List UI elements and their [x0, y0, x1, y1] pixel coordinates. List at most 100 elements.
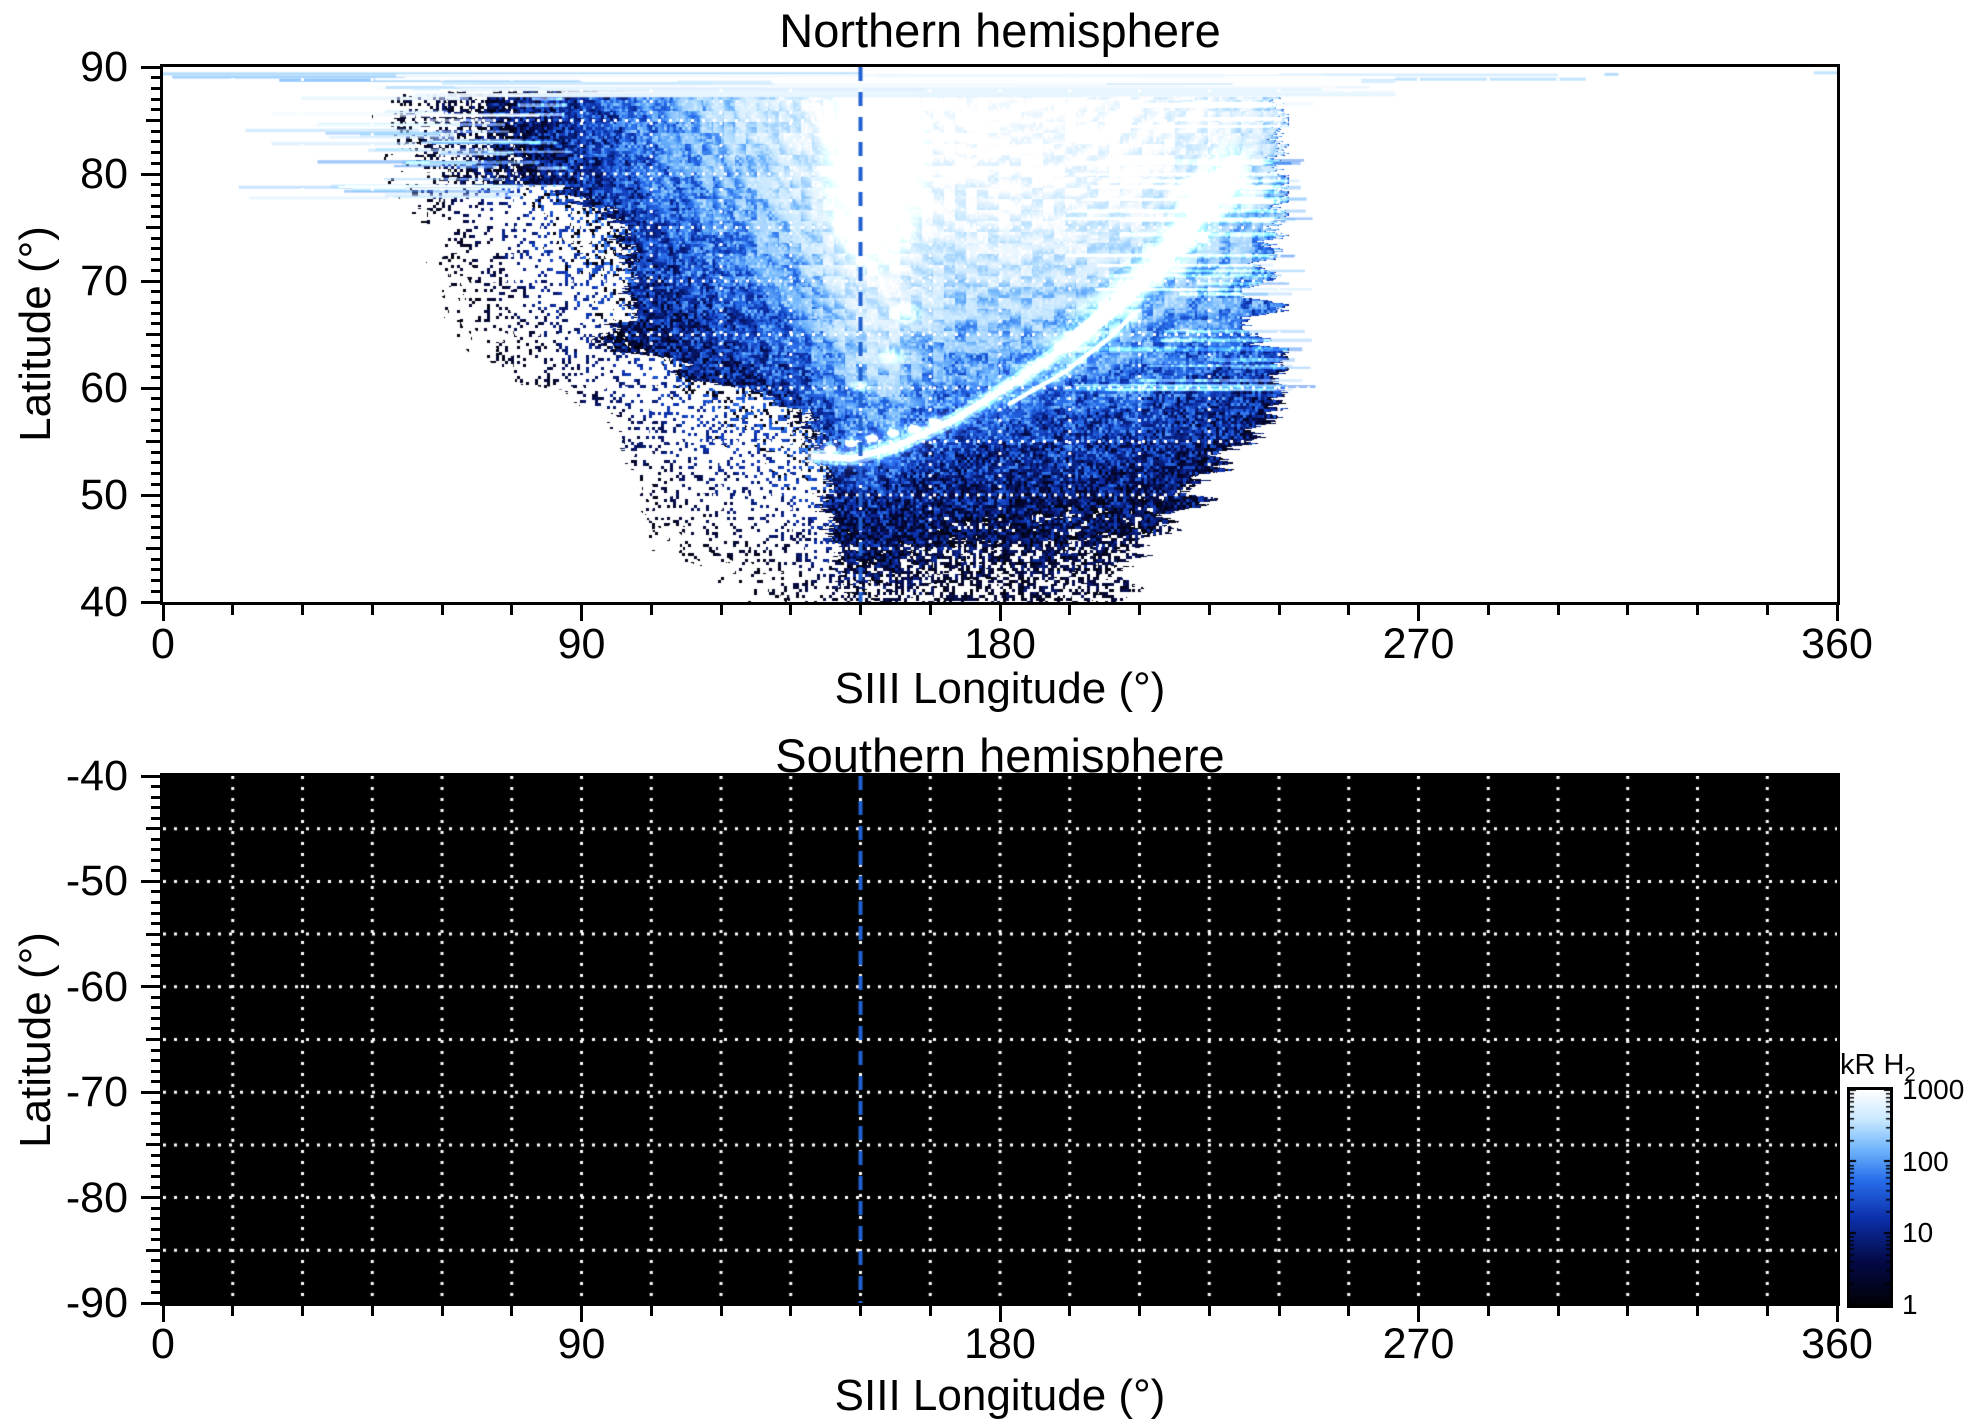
- x-tick-label: 360: [1801, 1320, 1873, 1368]
- north-x-axis-title: SIII Longitude (°): [834, 664, 1166, 713]
- x-tick: [1556, 605, 1560, 615]
- x-tick: [928, 1306, 932, 1316]
- y-tick: [141, 1090, 160, 1094]
- y-tick-label: -80: [65, 1173, 128, 1222]
- y-tick: [151, 858, 160, 862]
- y-tick: [151, 482, 160, 486]
- y-tick: [151, 86, 160, 90]
- y-tick: [151, 268, 160, 272]
- x-tick: [161, 605, 165, 621]
- y-tick: [151, 995, 160, 999]
- x-tick-label: 0: [151, 620, 175, 668]
- y-tick-label: -40: [65, 752, 128, 800]
- y-tick: [141, 985, 160, 989]
- south-plot-area: [160, 773, 1840, 1306]
- y-tick: [151, 953, 160, 957]
- y-tick: [151, 375, 160, 379]
- y-tick: [151, 365, 160, 369]
- y-tick: [151, 514, 160, 518]
- y-tick: [151, 890, 160, 894]
- y-tick-label: 50: [80, 471, 128, 519]
- y-tick: [146, 119, 160, 122]
- y-tick: [146, 827, 160, 831]
- y-tick: [146, 1248, 160, 1252]
- y-tick: [151, 1269, 160, 1273]
- y-tick: [151, 1280, 160, 1284]
- y-tick: [151, 161, 160, 165]
- x-tick: [719, 1306, 723, 1316]
- y-tick: [151, 204, 160, 208]
- x-tick: [1765, 1306, 1769, 1316]
- x-tick: [1347, 1306, 1351, 1316]
- y-tick: [146, 547, 160, 550]
- y-tick: [141, 172, 160, 176]
- y-tick: [151, 1227, 160, 1231]
- x-tick: [1835, 1306, 1839, 1322]
- y-tick: [151, 1185, 160, 1189]
- x-tick: [1207, 605, 1211, 615]
- x-tick: [1138, 605, 1141, 615]
- x-tick: [649, 1306, 653, 1316]
- y-tick: [151, 1164, 160, 1168]
- x-tick: [231, 605, 235, 615]
- y-tick-label: 70: [80, 257, 128, 305]
- x-tick: [1277, 1306, 1281, 1316]
- x-tick: [1486, 605, 1490, 615]
- y-tick: [151, 1006, 160, 1010]
- y-tick: [151, 837, 160, 841]
- y-tick: [141, 279, 160, 283]
- y-tick: [151, 1206, 160, 1210]
- y-tick: [151, 1153, 160, 1157]
- y-tick: [151, 1069, 160, 1073]
- x-tick: [1068, 605, 1072, 615]
- y-tick: [151, 1027, 160, 1031]
- y-tick: [151, 418, 160, 422]
- south-heatmap-canvas: [163, 776, 1837, 1303]
- y-tick: [141, 600, 160, 604]
- y-tick: [151, 557, 160, 561]
- y-tick: [151, 1080, 160, 1084]
- y-tick: [151, 1259, 160, 1263]
- y-tick: [151, 964, 160, 968]
- y-tick: [141, 65, 160, 69]
- y-tick: [151, 1290, 160, 1294]
- y-tick: [151, 911, 160, 915]
- x-tick: [1835, 605, 1839, 621]
- y-tick: [141, 1196, 160, 1200]
- y-tick: [151, 922, 160, 926]
- x-tick-label: 270: [1382, 1320, 1455, 1368]
- y-tick: [151, 354, 160, 358]
- y-tick: [146, 932, 160, 936]
- x-tick-label: 180: [964, 620, 1036, 668]
- south-x-axis-title: SIII Longitude (°): [834, 1371, 1166, 1420]
- x-tick: [649, 605, 653, 615]
- y-tick: [151, 816, 160, 820]
- x-tick: [1277, 605, 1281, 615]
- y-tick: [151, 536, 160, 540]
- y-tick: [146, 226, 160, 229]
- y-tick: [151, 806, 160, 810]
- x-tick: [301, 605, 304, 615]
- colorbar-tick-label: 1: [1902, 1289, 1918, 1320]
- y-tick: [151, 429, 160, 433]
- x-tick: [1207, 1306, 1211, 1316]
- north-plot-title: Northern hemisphere: [779, 4, 1221, 57]
- x-tick-label: 360: [1801, 620, 1873, 668]
- y-tick: [151, 579, 160, 583]
- y-tick: [141, 493, 160, 497]
- colorbar-tick-label: 1000: [1902, 1074, 1965, 1105]
- y-tick: [151, 1122, 160, 1126]
- north-heatmap-canvas: [163, 67, 1837, 602]
- x-tick: [370, 605, 374, 615]
- y-tick: [151, 215, 160, 219]
- y-tick: [141, 879, 160, 883]
- x-tick: [998, 1306, 1002, 1322]
- y-tick: [151, 589, 160, 593]
- y-tick: [151, 472, 160, 476]
- y-tick-label: 40: [80, 578, 128, 626]
- x-tick: [998, 605, 1002, 621]
- x-tick-label: 180: [964, 1320, 1036, 1368]
- y-tick: [151, 943, 160, 947]
- x-tick: [859, 605, 862, 615]
- x-tick: [1626, 1306, 1630, 1316]
